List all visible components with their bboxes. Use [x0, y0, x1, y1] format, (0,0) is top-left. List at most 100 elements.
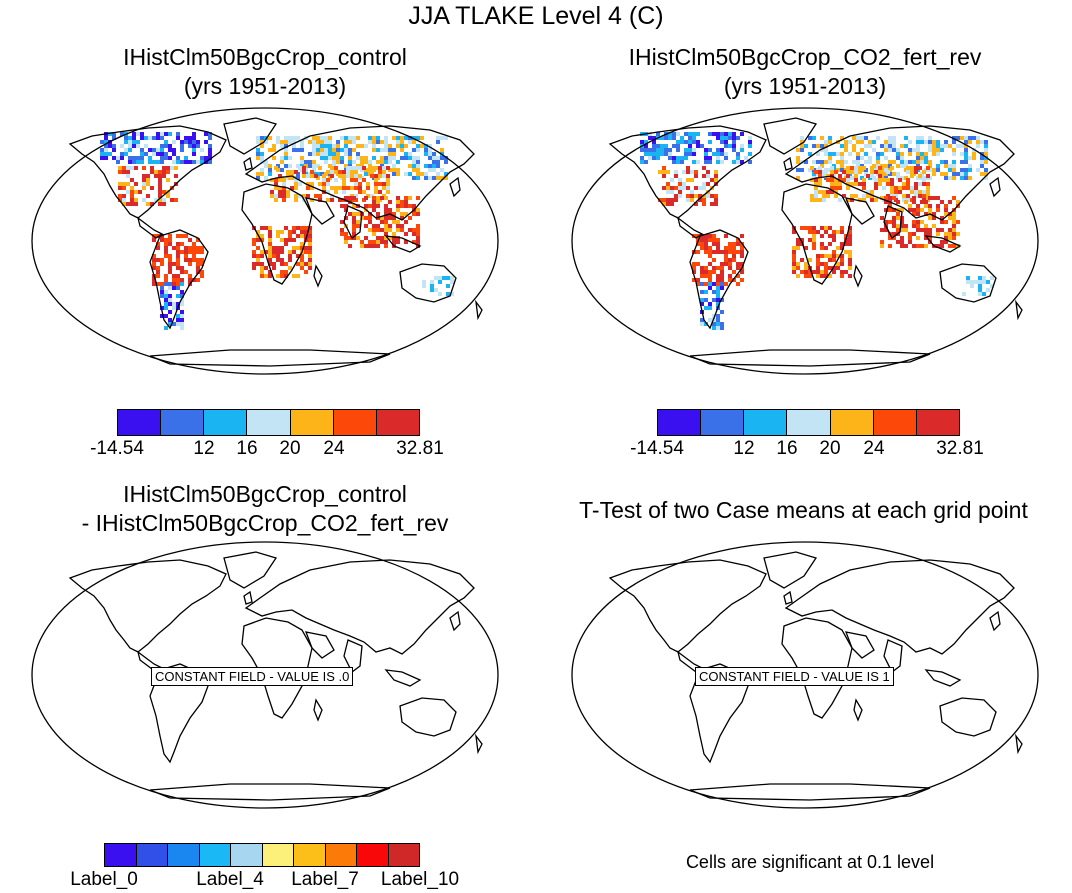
- colorbar-swatch: [199, 844, 231, 866]
- colorbar-swatch: [231, 844, 263, 866]
- colorbar-label: 12: [733, 438, 755, 459]
- coastline-4: [244, 125, 475, 221]
- coastline-13: [989, 176, 1001, 198]
- colorbar-label: 32.81: [936, 438, 984, 459]
- colorbar-swatch: [744, 410, 788, 435]
- coastline-3: [689, 229, 749, 330]
- coastline-8: [384, 235, 422, 253]
- colorbar-label: 16: [236, 438, 258, 459]
- map-border: [31, 107, 499, 375]
- panel-2-title: IHistClm50BgcCrop_CO2_fert_rev (yrs 1951…: [570, 43, 1040, 101]
- coastline-10: [149, 783, 391, 801]
- coastline-14: [1015, 299, 1023, 321]
- coastline-6: [844, 631, 875, 659]
- coastline-12: [783, 590, 793, 605]
- colorbar-swatch: [168, 844, 200, 866]
- coastline-10: [149, 349, 391, 367]
- coastline-0: [608, 559, 767, 653]
- colorbar-label: 16: [776, 438, 798, 459]
- colorbar-swatch: [247, 410, 291, 435]
- panel-3-title-line2: - IHistClm50BgcCrop_CO2_fert_rev: [81, 510, 449, 536]
- coastline-8: [384, 669, 422, 687]
- colorbar-swatch: [873, 410, 917, 435]
- coastline-2: [223, 117, 278, 155]
- constant-field-label-ttest: CONSTANT FIELD - VALUE IS 1: [695, 667, 894, 686]
- colorbar-label: Label_4: [196, 869, 264, 890]
- coastline-4: [784, 125, 1015, 221]
- coastline-6: [304, 631, 335, 659]
- coastline-8: [924, 669, 962, 687]
- coastline-6: [844, 197, 875, 225]
- colorbar-label: Label_10: [380, 869, 460, 890]
- coastline-14: [475, 299, 483, 321]
- colorbar-swatch: [325, 844, 357, 866]
- coastline-12: [243, 590, 253, 605]
- colorbar-difference: [104, 843, 420, 867]
- panel-4-title: T-Test of two Case means at each grid po…: [579, 497, 1028, 523]
- figure-title: JJA TLAKE Level 4 (C): [408, 2, 664, 30]
- map-1-fill: [100, 132, 454, 330]
- colorbar-swatch: [204, 410, 248, 435]
- colorbar-swatch: [161, 410, 205, 435]
- colorbar-label: Label_0: [70, 869, 138, 890]
- coastline-0: [68, 125, 227, 219]
- colorbar-co2: [657, 409, 960, 436]
- coastline-4: [244, 559, 475, 655]
- coastline-14: [1015, 733, 1023, 755]
- coastlines: [68, 551, 483, 801]
- coastline-9: [399, 697, 457, 737]
- colorbar-label: 24: [323, 438, 345, 459]
- coastline-12: [783, 156, 793, 171]
- map-border: [31, 541, 499, 809]
- colorbar-swatch: [357, 844, 389, 866]
- coastline-9: [939, 697, 997, 737]
- coastline-9: [939, 263, 997, 303]
- colorbar-label: 24: [863, 438, 885, 459]
- coastline-11: [853, 264, 863, 288]
- map-difference: [31, 541, 499, 809]
- colorbar-label: 20: [279, 438, 301, 459]
- colorbar-label: -14.54: [90, 438, 144, 459]
- colorbar-label: 20: [819, 438, 841, 459]
- coastline-11: [313, 264, 323, 288]
- map-border: [571, 541, 1039, 809]
- coastline-7: [883, 639, 903, 673]
- coastline-3: [149, 229, 209, 330]
- map-ttest: [571, 541, 1039, 809]
- constant-field-label-diff: CONSTANT FIELD - VALUE IS .0: [151, 667, 354, 686]
- coastline-12: [243, 156, 253, 171]
- panel-2-title-line1: IHistClm50BgcCrop_CO2_fert_rev: [628, 44, 982, 70]
- coastlines: [68, 117, 483, 367]
- coastline-13: [989, 610, 1001, 632]
- colorbar-swatch: [118, 410, 162, 435]
- coastline-1: [676, 216, 704, 239]
- coastline-14: [475, 733, 483, 755]
- coastline-5: [241, 183, 313, 285]
- colorbar-swatch: [787, 410, 831, 435]
- map-2-fill: [640, 132, 994, 330]
- panel-3-title-line1: IHistClm50BgcCrop_control: [123, 481, 407, 507]
- colorbar-swatch: [701, 410, 745, 435]
- coastline-13: [449, 176, 461, 198]
- coastline-9: [399, 263, 457, 303]
- panel-1-title-line1: IHistClm50BgcCrop_control: [123, 44, 407, 70]
- colorbar-swatch: [658, 410, 702, 435]
- colorbar-swatch: [830, 410, 874, 435]
- coastline-11: [853, 698, 863, 722]
- panel-3-title: IHistClm50BgcCrop_control - IHistClm50Bg…: [30, 480, 500, 538]
- coastline-2: [763, 551, 818, 589]
- colorbar-swatch: [262, 844, 294, 866]
- colorbar-swatch: [290, 410, 334, 435]
- map-control: [31, 107, 499, 375]
- colorbar-label: Label_7: [291, 869, 359, 890]
- colorbar-swatch: [916, 410, 959, 435]
- panel-1-title-line2: (yrs 1951-2013): [183, 73, 347, 99]
- panel-2-title-line2: (yrs 1951-2013): [723, 73, 887, 99]
- map-co2-fert-rev: [571, 107, 1039, 375]
- colorbar-swatch: [333, 410, 377, 435]
- coastline-0: [608, 125, 767, 219]
- coastline-6: [304, 197, 335, 225]
- coastlines: [608, 551, 1023, 801]
- colorbar-control: [117, 409, 420, 436]
- colorbar-label: -14.54: [630, 438, 684, 459]
